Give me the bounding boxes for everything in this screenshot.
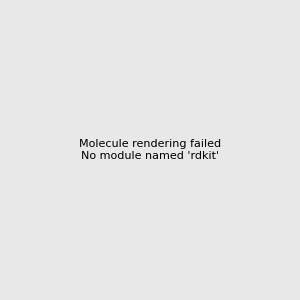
Text: Molecule rendering failed
No module named 'rdkit': Molecule rendering failed No module name… [79,139,221,161]
